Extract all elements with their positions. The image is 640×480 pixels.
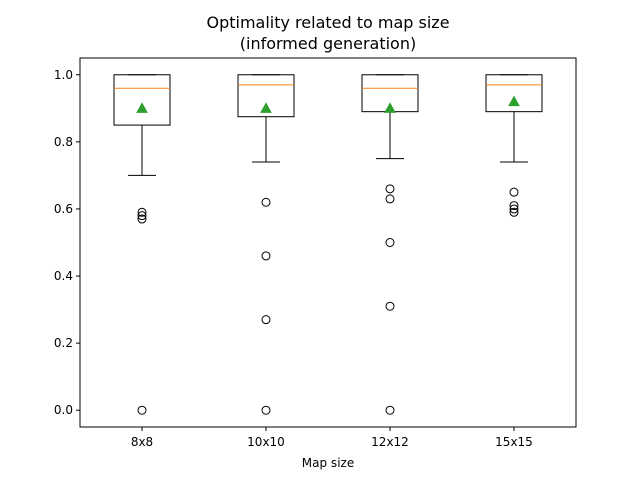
iqr-box xyxy=(485,74,543,113)
y-tick-label: 0.0 xyxy=(54,403,73,417)
plot-area xyxy=(113,74,543,415)
chart-title-line1: Optimality related to map size xyxy=(206,13,449,32)
box-group-15x15 xyxy=(485,74,543,217)
chart-title-line2: (informed generation) xyxy=(240,34,416,53)
outlier-point xyxy=(385,194,395,204)
outlier-point xyxy=(137,207,147,217)
outlier-point xyxy=(261,251,271,261)
x-axis: 8x8 10x10 12x12 15x15 xyxy=(131,427,533,449)
x-tick-label-10x10: 10x10 xyxy=(247,435,285,449)
outlier-point xyxy=(137,405,147,415)
outlier-point xyxy=(261,315,271,325)
y-tick-label: 0.4 xyxy=(54,269,73,283)
x-tick-label-15x15: 15x15 xyxy=(495,435,533,449)
box-group-12x12 xyxy=(361,74,419,415)
outlier-point xyxy=(261,405,271,415)
outlier-point xyxy=(137,211,147,221)
y-tick-label: 1.0 xyxy=(54,68,73,82)
x-axis-label: Map size xyxy=(302,456,354,470)
box-group-10x10 xyxy=(237,74,295,415)
mean-marker xyxy=(508,95,520,107)
mean-marker xyxy=(384,102,396,113)
y-tick-label: 0.8 xyxy=(54,135,73,149)
y-axis: 0.0 0.2 0.4 0.6 0.8 1.0 xyxy=(54,68,80,417)
x-tick-label-12x12: 12x12 xyxy=(371,435,409,449)
outlier-point xyxy=(509,201,519,211)
x-tick-label-8x8: 8x8 xyxy=(131,435,153,449)
box-group-8x8 xyxy=(113,74,171,415)
mean-marker xyxy=(136,102,148,113)
outlier-point xyxy=(137,214,147,224)
y-tick-label: 0.6 xyxy=(54,202,73,216)
iqr-box xyxy=(113,74,171,126)
outlier-point xyxy=(509,204,519,214)
outlier-point xyxy=(385,301,395,311)
mean-marker xyxy=(260,102,272,113)
outlier-point xyxy=(509,207,519,217)
iqr-box xyxy=(237,74,295,118)
axes-frame xyxy=(79,57,577,428)
y-tick-label: 0.2 xyxy=(54,336,73,350)
outlier-point xyxy=(509,187,519,197)
outlier-point xyxy=(385,184,395,194)
outlier-point xyxy=(261,197,271,207)
outlier-point xyxy=(385,238,395,247)
outlier-point xyxy=(385,405,395,415)
